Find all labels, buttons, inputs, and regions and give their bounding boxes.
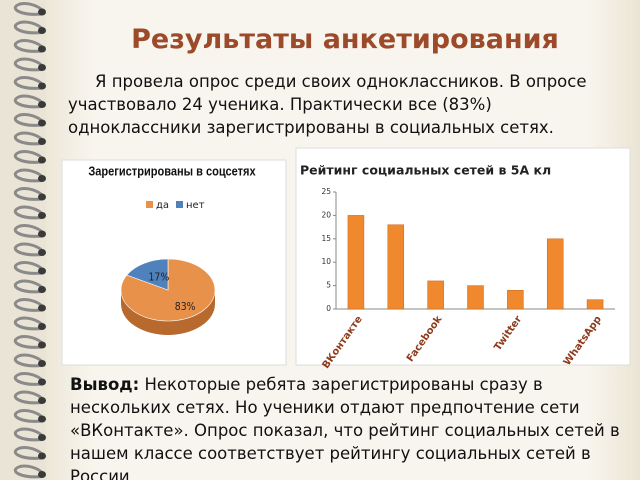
ring [13,187,44,201]
title: Зарегистрированы в соцсетях [88,164,256,179]
ring-hole [38,212,46,219]
ring-hole [38,193,46,201]
ring-hole [38,138,46,145]
ring [13,150,44,164]
ring-hole [38,360,46,367]
ring [13,94,44,109]
ring [13,261,44,275]
bar [387,224,405,310]
legend-label: нет [186,200,205,211]
ring-hole [38,101,46,108]
slice-label: 83% [175,301,196,313]
conclusion: Вывод: Некоторые ребята зарегистрированы… [70,373,630,480]
ring-hole [38,82,46,90]
ring-hole [38,267,46,275]
ring [13,390,44,405]
y-tick-label: 10 [321,257,331,266]
bar [586,299,604,310]
ring-hole [38,471,46,478]
ring [13,57,44,72]
intro-text: Я провела опрос среди своих одноклассник… [68,72,587,137]
ring-hole [38,156,46,164]
bar [427,280,444,310]
ring [13,353,44,368]
ring [13,316,44,331]
ring-hole [38,434,46,441]
bar [347,215,365,310]
bar [546,238,564,310]
slide-title: Результаты анкетирования [131,24,559,55]
ring-hole [38,378,46,386]
ring-hole [38,304,46,312]
slice-label: 17% [148,272,169,284]
bar [507,290,524,310]
legend-swatch [146,201,153,208]
ring-hole [38,119,46,127]
ring [13,168,44,183]
ring [13,113,44,127]
bar [467,285,484,310]
legend-swatch [176,201,183,208]
ring [13,409,44,423]
ring [13,20,44,35]
ring-hole [38,341,46,349]
ring-hole [38,286,46,293]
ring-hole [38,397,46,404]
conclusion-text: Некоторые ребята зарегистрированы сразу … [70,375,620,480]
legend-label: да [156,200,169,211]
ring [13,427,44,442]
pie-slice [126,258,169,291]
ring-hole [38,415,46,423]
ring-hole [38,452,46,460]
ring [13,464,44,479]
ring [13,372,44,386]
pie-side [121,290,215,335]
y-tick-label: 25 [321,187,331,196]
ring [13,446,44,460]
ring [13,2,44,16]
conclusion-label: Вывод: [70,375,140,394]
ring-hole [38,175,46,182]
y-tick-label: 5 [326,281,331,290]
y-tick-label: 20 [321,210,331,219]
ring [13,242,44,257]
title: Рейтинг социальных сетей в 5А кл [300,163,551,178]
ring [13,279,44,294]
ring-hole [38,230,46,238]
ring-hole [38,27,46,34]
ring-hole [38,323,46,330]
ring-hole [38,8,46,16]
ring [13,335,44,349]
y-tick-label: 15 [321,234,331,243]
y-tick-label: 0 [326,304,331,313]
ring [13,76,44,90]
ring [13,298,44,312]
ring [13,39,44,53]
ring-hole [38,64,46,71]
ring [13,205,44,220]
ring [13,131,44,146]
ring-hole [38,45,46,53]
ring [13,224,44,238]
ring-hole [38,249,46,256]
